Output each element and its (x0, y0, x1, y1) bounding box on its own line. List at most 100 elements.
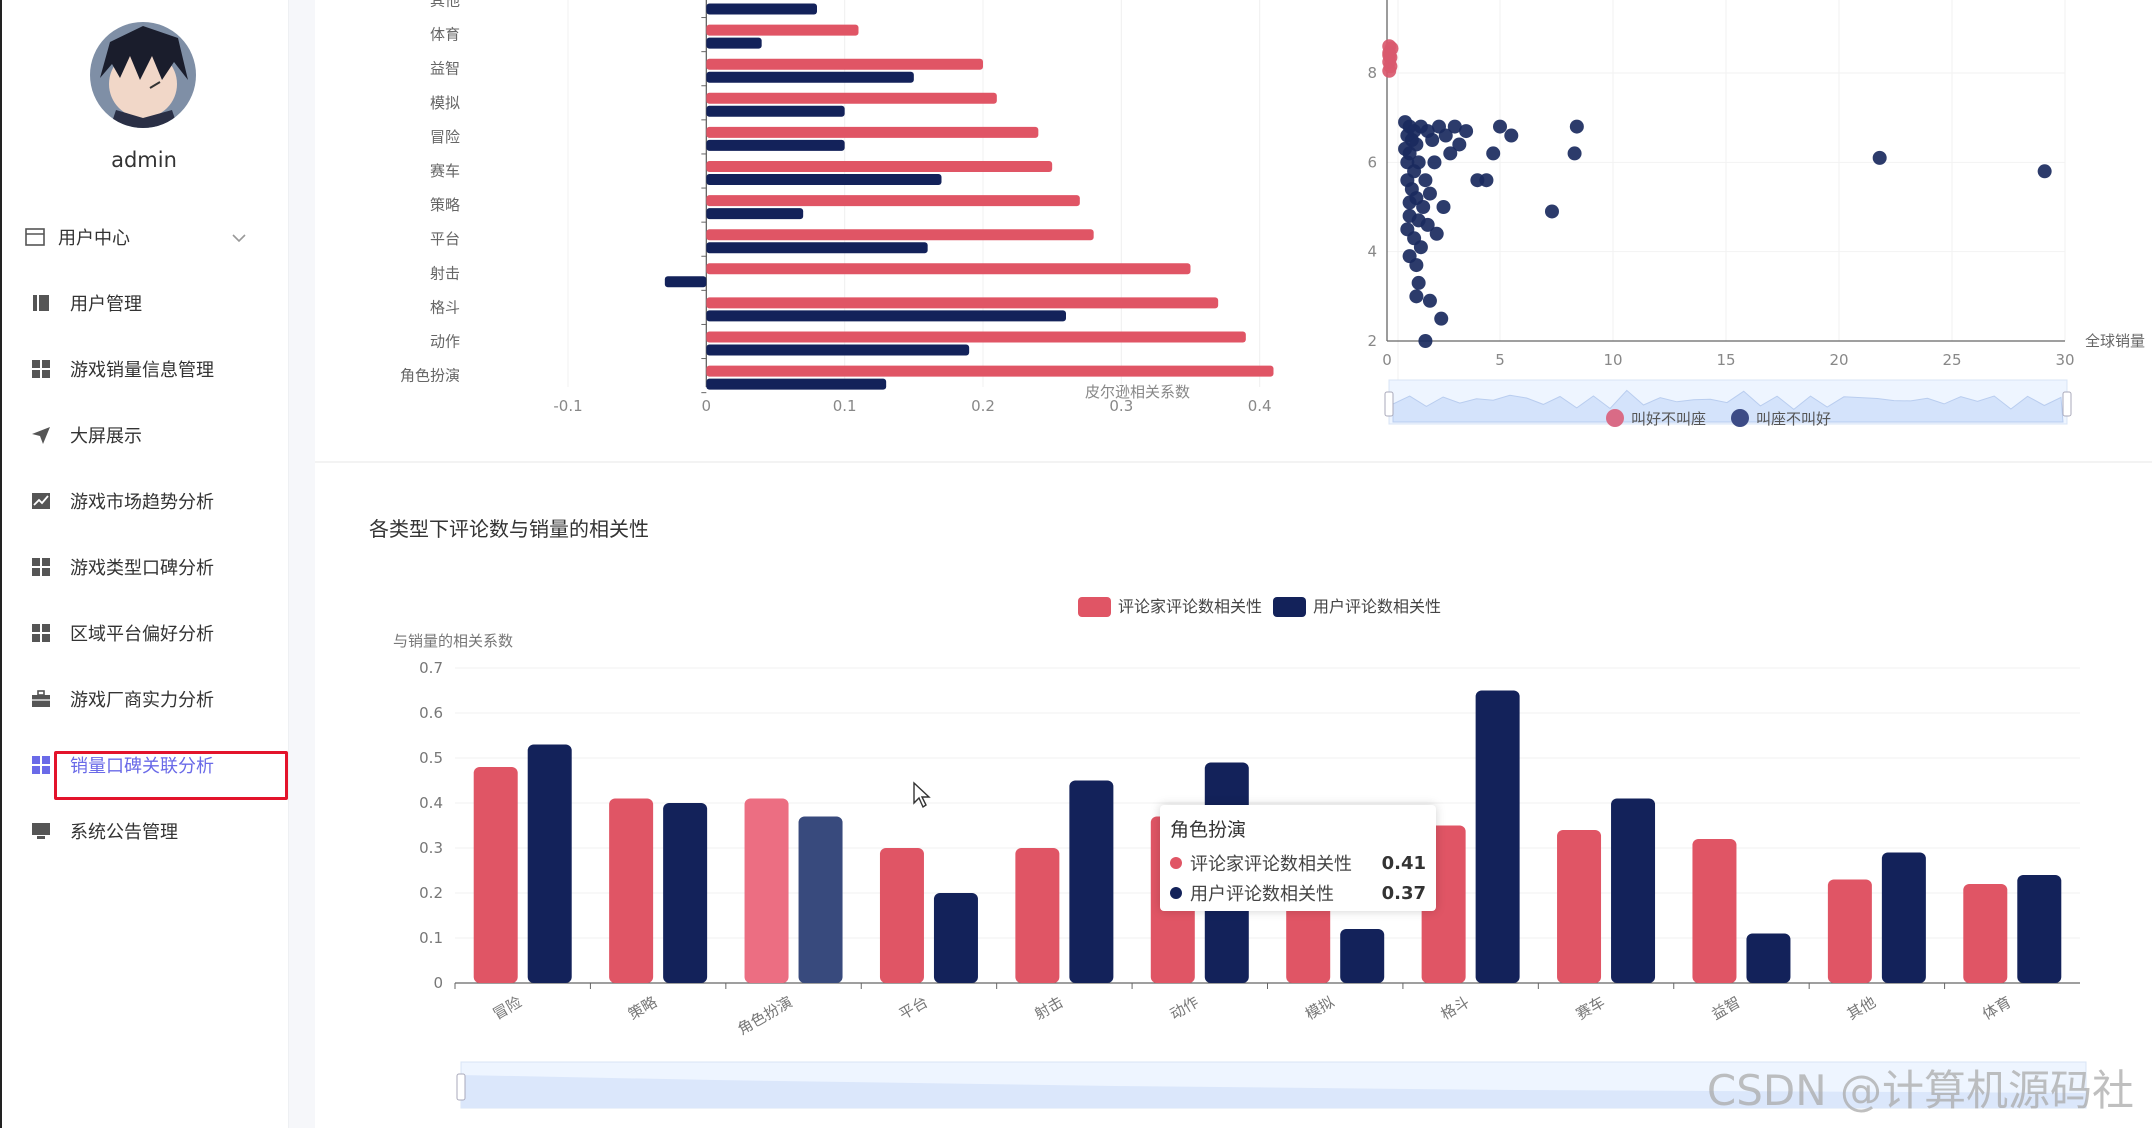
legend-marker[interactable] (1273, 597, 1306, 617)
slider-handle-left[interactable] (1384, 391, 1394, 417)
scatter-point (1434, 311, 1449, 326)
scatter-point (1872, 150, 1887, 165)
y-tick-label: 射击 (430, 264, 460, 282)
bar-red (706, 195, 1080, 207)
sidebar-item-label: 游戏类型口碑分析 (70, 558, 214, 579)
sidebar-item-region-platform[interactable]: 区域平台偏好分析 (0, 608, 288, 658)
legend-marker[interactable] (1731, 409, 1749, 427)
bar-navy (706, 242, 928, 254)
y-tick-label: 2 (1367, 332, 1377, 350)
scatter-point (1418, 173, 1433, 188)
bar-critic (744, 798, 789, 983)
x-axis-label: 皮尔逊相关系数 (1085, 383, 1190, 401)
avatar-image (90, 22, 196, 128)
sidebar-item-user-management[interactable]: 用户管理 (0, 278, 288, 328)
y-tick-label: 0.1 (419, 929, 443, 947)
x-tick-label: 10 (1603, 351, 1622, 369)
scatter-point (1418, 334, 1433, 348)
x-tick-label: 动作 (1167, 993, 1202, 1024)
scatter-point (1382, 63, 1397, 78)
y-tick-label: 角色扮演 (400, 367, 460, 385)
y-tick-label: 动作 (430, 333, 460, 351)
scatter-point (1402, 195, 1417, 210)
sidebar-item-label: 大屏展示 (70, 426, 142, 447)
legend-marker[interactable] (1078, 597, 1111, 617)
x-tick-label: 0.4 (1248, 397, 1272, 415)
x-tick-label: 0.2 (971, 397, 995, 415)
monitor-icon (30, 820, 52, 842)
scatter-point (1436, 200, 1451, 214)
bar-critic (1827, 879, 1872, 983)
sidebar-item-market-trend[interactable]: 游戏市场趋势分析 (0, 476, 288, 526)
scatter-point (1413, 240, 1428, 255)
y-tick-label: 策略 (430, 196, 460, 214)
tooltip-value: 0.41 (1381, 852, 1426, 874)
scatter-point (1425, 133, 1440, 147)
bar-user (1340, 929, 1385, 983)
legend-marker[interactable] (1606, 409, 1624, 427)
scatter-point (1479, 173, 1494, 188)
y-tick-label: 其他 (430, 0, 460, 10)
series-dot (1170, 857, 1182, 869)
bar-navy (706, 105, 845, 117)
x-tick-label: 射击 (1031, 993, 1066, 1024)
x-tick-label: 20 (1829, 351, 1848, 369)
y-tick-label: 0 (433, 974, 443, 992)
y-tick-label: 0.5 (419, 749, 443, 767)
bar-red (706, 263, 1191, 275)
scatter-point (1459, 124, 1474, 139)
legend-label[interactable]: 用户评论数相关性 (1313, 597, 1441, 616)
sidebar-item-label: 区域平台偏好分析 (70, 624, 214, 645)
tooltip-series-label: 用户评论数相关性 (1190, 884, 1334, 905)
x-tick-label: 0.3 (1109, 397, 1133, 415)
chart-tooltip: 角色扮演 评论家评论数相关性 0.41 用户评论数相关性 0.37 (1160, 805, 1436, 911)
y-axis-label: 与销量的相关系数 (393, 632, 513, 650)
x-tick-label: -0.1 (553, 397, 582, 415)
scatter-point (1427, 155, 1442, 170)
chart-title: 各类型下评论数与销量的相关性 (369, 517, 649, 541)
briefcase-icon (30, 688, 52, 710)
x-tick-label: 格斗 (1438, 993, 1473, 1024)
legend-label[interactable]: 评论家评论数相关性 (1118, 597, 1262, 616)
y-tick-label: 0.7 (419, 659, 443, 677)
x-tick-label: 平台 (896, 993, 931, 1024)
main-content: -0.100.10.20.30.40.5其他体育益智模拟冒险赛车策略平台射击格斗… (315, 0, 2152, 1128)
sidebar-item-announcements[interactable]: 系统公告管理 (0, 806, 288, 856)
grid-icon (30, 754, 52, 776)
legend-label[interactable]: 叫好不叫座 (1631, 410, 1706, 428)
sidebar-item-sales-info[interactable]: 游戏销量信息管理 (0, 344, 288, 394)
y-tick-label: 冒险 (430, 128, 460, 146)
highlight-box (54, 751, 288, 800)
bar-navy (706, 208, 804, 220)
grid-icon (30, 622, 52, 644)
sidebar-item-vendor-strength[interactable]: 游戏厂商实力分析 (0, 674, 288, 724)
scatter-point (1422, 186, 1437, 201)
chevron-down-icon (232, 227, 246, 248)
slider-handle-right[interactable] (2062, 391, 2072, 417)
sidebar-item-genre-reputation[interactable]: 游戏类型口碑分析 (0, 542, 288, 592)
avatar[interactable] (90, 22, 196, 128)
legend-label[interactable]: 叫座不叫好 (1756, 410, 1831, 428)
bar-navy (706, 378, 887, 390)
bar-user (798, 816, 843, 983)
sidebar-item-label: 游戏市场趋势分析 (70, 492, 214, 513)
bar-red (706, 161, 1053, 172)
sidebar-item-big-screen[interactable]: 大屏展示 (0, 410, 288, 460)
slider-handle-left[interactable] (456, 1073, 466, 1101)
window-edge (0, 0, 2, 1128)
scatter-point (1429, 226, 1444, 241)
send-icon (30, 424, 52, 446)
bar-critic (473, 767, 518, 983)
bar-user (527, 744, 572, 983)
tooltip-row: 用户评论数相关性 0.37 (1170, 879, 1426, 907)
sidebar: admin 用户中心 用户管理 游戏销量信息管理 大屏展示 游戏市场趋势分析 (0, 0, 289, 1128)
bar-red (706, 126, 1039, 138)
sales-rating-scatter: 0 5 10 15 20 25 30 2 4 6 8 全球销量 叫好不叫座 叫座不叫好 (1367, 0, 2145, 428)
window-icon (24, 226, 46, 248)
sidebar-item-sales-reputation[interactable]: 销量口碑关联分析 (0, 740, 288, 790)
bar-red (706, 24, 859, 36)
pearson-bar-chart: -0.100.10.20.30.40.5其他体育益智模拟冒险赛车策略平台射击格斗… (400, 0, 1410, 415)
tooltip-title: 角色扮演 (1170, 819, 1247, 841)
watermark: CSDN @计算机源码社 (1706, 1066, 2134, 1115)
sidebar-item-user-center[interactable]: 用户中心 (0, 212, 288, 262)
